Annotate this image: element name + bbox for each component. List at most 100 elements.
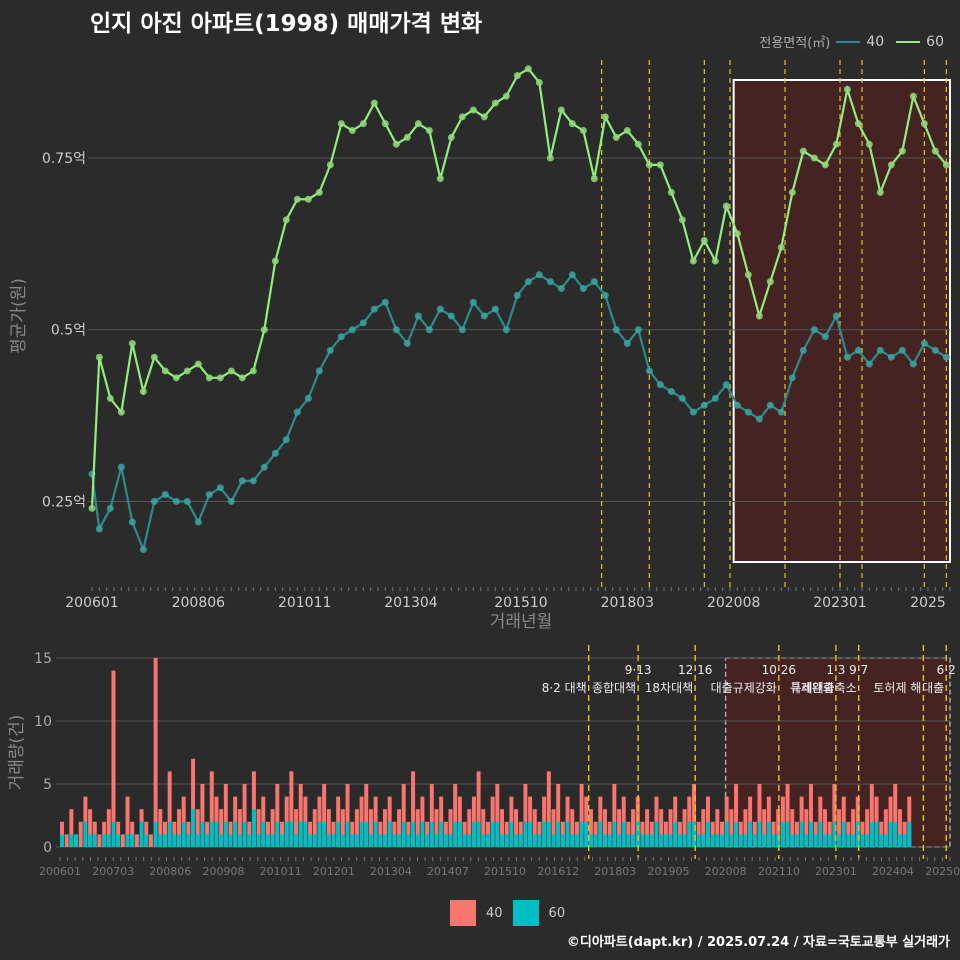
- data-point-40: [689, 408, 697, 416]
- data-point-40: [183, 497, 191, 505]
- data-point-40: [172, 497, 180, 505]
- bar-60: [621, 821, 626, 847]
- bar-40: [556, 784, 561, 847]
- bar-60: [790, 834, 795, 847]
- data-point-60: [326, 161, 334, 169]
- bar-60: [579, 821, 584, 847]
- bar-40: [411, 771, 416, 847]
- data-point-60: [524, 65, 532, 73]
- data-point-40: [711, 394, 719, 402]
- bar-60: [860, 834, 865, 847]
- data-point-60: [293, 195, 301, 203]
- bar-60: [804, 834, 809, 847]
- bar-60: [228, 834, 233, 847]
- data-point-40: [601, 291, 609, 299]
- bar-60: [883, 834, 888, 847]
- bar-60: [640, 834, 645, 847]
- data-point-60: [216, 374, 224, 382]
- bar-60: [771, 834, 776, 847]
- bar-40: [743, 809, 748, 847]
- bar-60: [102, 834, 107, 847]
- bar-40: [317, 796, 322, 847]
- bar-60: [476, 821, 481, 847]
- bar-40: [532, 809, 537, 847]
- bar-60: [167, 821, 172, 847]
- bar-60: [813, 834, 818, 847]
- data-point-40: [788, 374, 796, 382]
- bar-60: [696, 834, 701, 847]
- bar-40: [177, 809, 182, 847]
- data-point-40: [359, 319, 367, 327]
- bar-60: [457, 821, 462, 847]
- bar-60: [219, 834, 224, 847]
- bar-60: [387, 821, 392, 847]
- bar-60: [528, 821, 533, 847]
- data-point-60: [403, 133, 411, 141]
- bar-60: [237, 834, 242, 847]
- bar-60: [439, 821, 444, 847]
- bar-60: [823, 834, 828, 847]
- bar-x-tick-label: 201011: [260, 865, 302, 878]
- data-point-60: [821, 161, 829, 169]
- data-point-40: [293, 408, 301, 416]
- data-point-60: [843, 85, 851, 93]
- bar-x-tick-label: 201803: [594, 865, 636, 878]
- bar-60: [626, 834, 631, 847]
- bar-40: [584, 796, 589, 847]
- bar-60: [743, 834, 748, 847]
- bar-40: [818, 796, 823, 847]
- bar-60: [69, 834, 74, 847]
- bar-60: [556, 821, 561, 847]
- bar-60: [607, 834, 612, 847]
- data-point-40: [370, 305, 378, 313]
- data-point-40: [579, 285, 587, 293]
- bar-60: [326, 834, 331, 847]
- data-point-40: [678, 394, 686, 402]
- bar-60: [401, 821, 406, 847]
- bar-60: [677, 834, 682, 847]
- bar-40: [705, 796, 710, 847]
- bar-40: [691, 784, 696, 847]
- bar-60: [593, 834, 598, 847]
- bar-40: [598, 796, 603, 847]
- bar-40: [261, 796, 266, 847]
- bar-60: [209, 821, 214, 847]
- bar-x-tick-label: 202404: [872, 865, 914, 878]
- bar-40: [270, 809, 275, 847]
- bar-60: [397, 834, 402, 847]
- bar-40: [200, 784, 205, 847]
- bar-60: [116, 834, 121, 847]
- data-point-60: [788, 188, 796, 196]
- bar-x-tick-label: 201612: [537, 865, 579, 878]
- bar-40: [631, 809, 636, 847]
- x-tick-label: 200601: [65, 595, 118, 611]
- bar-40: [467, 809, 472, 847]
- policy-date-label: 9·7: [849, 663, 868, 677]
- bar-60: [195, 834, 200, 847]
- policy-name-label: 특례대출축소: [790, 681, 856, 695]
- bar-40: [397, 809, 402, 847]
- data-point-60: [942, 161, 950, 169]
- bar-40: [907, 796, 912, 847]
- bar-60: [106, 834, 111, 847]
- data-point-60: [711, 257, 719, 265]
- bar-60: [518, 834, 523, 847]
- data-point-40: [348, 326, 356, 334]
- bar-60: [411, 821, 416, 847]
- bar-60: [331, 834, 336, 847]
- data-point-60: [601, 113, 609, 121]
- bar-60: [851, 834, 856, 847]
- bar-60: [256, 834, 261, 847]
- bar-40: [551, 809, 556, 847]
- bar-y-tick-label: 5: [43, 777, 52, 793]
- bar-x-tick-label: 201201: [313, 865, 355, 878]
- data-point-60: [194, 360, 202, 368]
- bar-40: [256, 809, 261, 847]
- bar-60: [846, 834, 851, 847]
- legend-box-60: [512, 900, 539, 926]
- data-point-40: [436, 305, 444, 313]
- policy-date-label: 9·13: [625, 663, 652, 677]
- data-point-40: [777, 408, 785, 416]
- bar-x-tick-label: 202110: [758, 865, 800, 878]
- bar-60: [500, 834, 505, 847]
